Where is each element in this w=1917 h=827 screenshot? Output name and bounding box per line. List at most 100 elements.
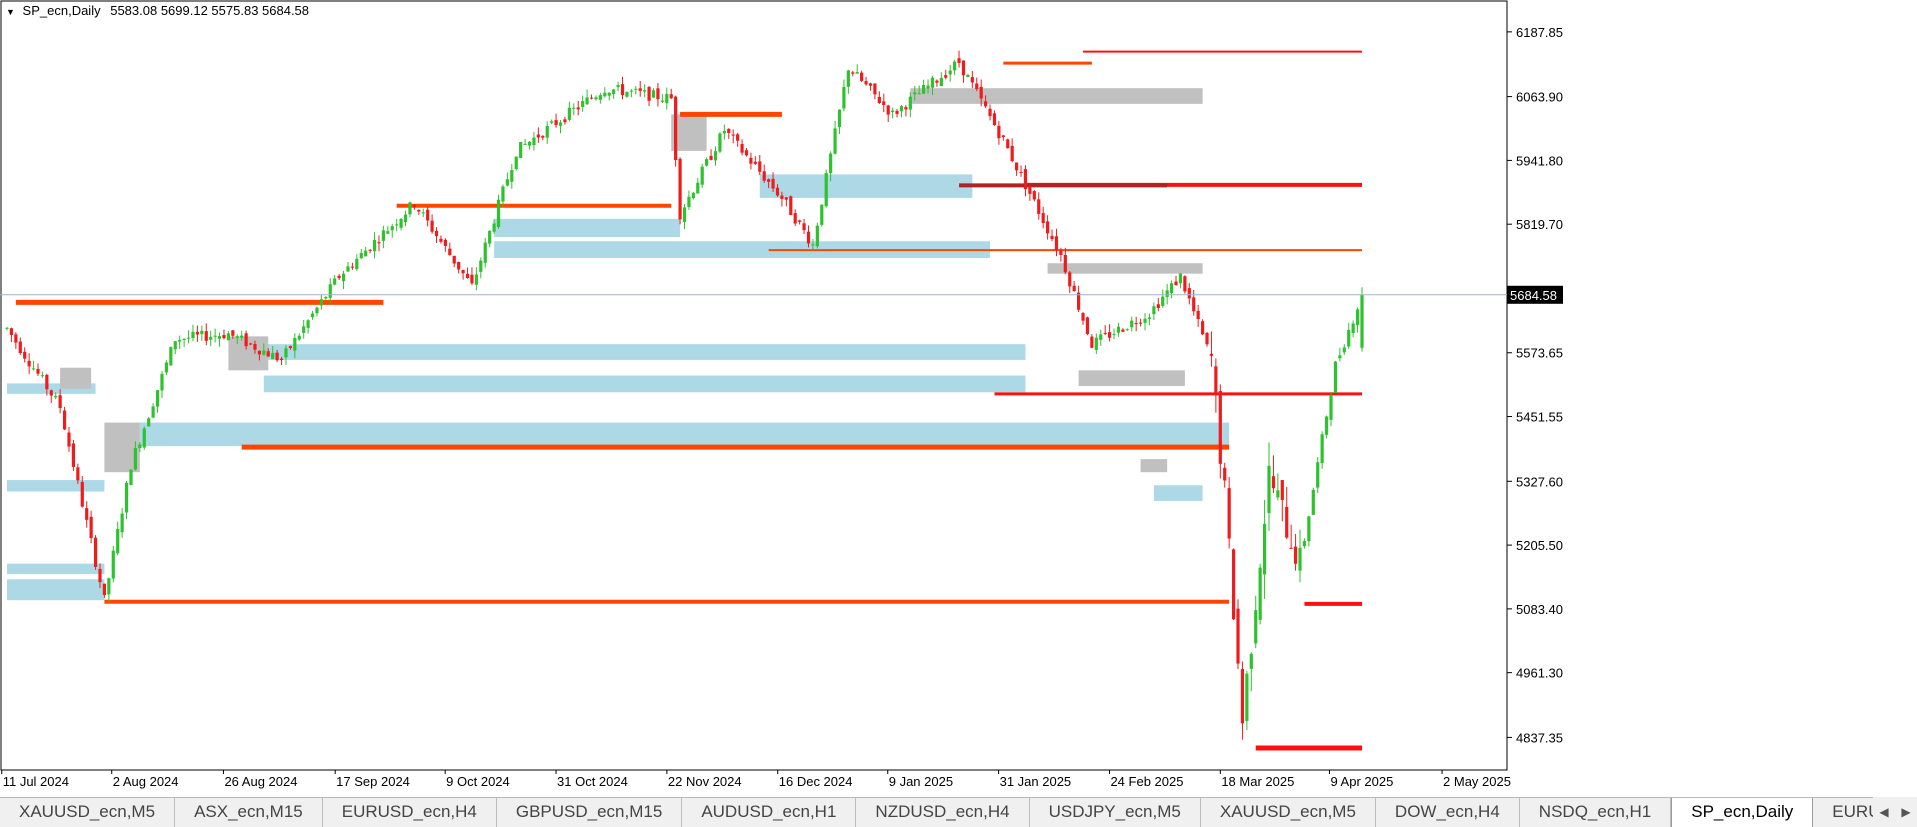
candle-body: [527, 141, 532, 146]
candle-body: [1046, 221, 1050, 234]
candle: [173, 340, 177, 355]
chart-tab[interactable]: DOW_ecn,H4: [1376, 798, 1520, 827]
candle-body: [939, 77, 943, 87]
scroll-right-icon[interactable]: ▶: [1901, 804, 1911, 819]
candle-body: [390, 226, 394, 231]
candle: [1347, 322, 1351, 349]
chart-tab[interactable]: USDJPY_ecn,M5: [1030, 798, 1201, 827]
candle-body: [1063, 254, 1067, 273]
candle-body: [1360, 294, 1364, 348]
candle: [886, 104, 890, 123]
candle: [1245, 670, 1249, 730]
candle-body: [656, 88, 660, 100]
candle-body: [240, 335, 244, 338]
candle: [49, 389, 53, 404]
x-tick-label: 9 Jan 2025: [889, 774, 953, 789]
candle: [780, 191, 784, 207]
candle: [846, 69, 850, 94]
chart-tab[interactable]: SP_ecn,Daily: [1671, 798, 1814, 827]
candle-body: [1324, 416, 1329, 435]
chart-tab[interactable]: ASX_ecn,M15: [175, 798, 323, 827]
candle: [895, 109, 899, 118]
candle-body: [988, 108, 992, 117]
chart-tab[interactable]: NSDQ_ecn,H1: [1520, 798, 1672, 827]
candle: [443, 238, 447, 252]
chart-tab[interactable]: XAUUSD_ecn,M5: [0, 798, 176, 827]
candle-body: [1178, 273, 1183, 284]
candle: [355, 254, 359, 271]
candle-body: [1258, 567, 1262, 620]
candle: [1196, 304, 1200, 327]
candle: [244, 330, 248, 350]
candle: [155, 390, 160, 413]
candle-body: [860, 72, 864, 81]
candle: [1293, 533, 1298, 571]
candle: [483, 237, 487, 268]
candle-body: [293, 338, 297, 351]
candle: [1143, 313, 1147, 331]
chart-area[interactable]: 6187.85 6063.90 5941.80 5819.70 5573.65 5451.…: [0, 0, 1917, 797]
candle: [829, 151, 833, 182]
candle: [1342, 344, 1346, 355]
candle: [297, 333, 301, 341]
zone-blue-5430: [139, 422, 1230, 447]
candle: [120, 507, 124, 538]
candle-body: [5, 327, 9, 329]
candlestick-chart[interactable]: 6187.85 6063.90 5941.80 5819.70 5573.65 5451.…: [0, 0, 1917, 797]
chart-tab[interactable]: GBPUSD_ecn,M15: [497, 798, 683, 827]
candle-body: [1249, 653, 1253, 669]
candle: [315, 306, 319, 317]
candle: [970, 71, 974, 89]
candle-body: [1209, 353, 1214, 356]
candle-body: [302, 326, 306, 333]
candle: [682, 203, 687, 230]
candle: [1351, 320, 1355, 338]
candle-body: [1121, 329, 1125, 332]
candle: [1054, 228, 1059, 257]
candle-body: [1329, 395, 1333, 420]
candle-body: [545, 125, 549, 138]
candle: [674, 95, 678, 167]
candle-body: [403, 214, 408, 223]
candle: [293, 333, 297, 359]
candle-body: [687, 196, 691, 208]
candle-body: [395, 224, 399, 226]
chart-tab[interactable]: NZDUSD_ecn,H4: [856, 798, 1030, 827]
candle: [58, 389, 62, 414]
candle-body: [550, 121, 554, 123]
candle-body: [1205, 332, 1209, 345]
candle: [961, 60, 966, 83]
candle: [1249, 652, 1253, 692]
candle-body: [417, 209, 421, 212]
collapse-arrow-icon[interactable]: ▼: [6, 7, 15, 17]
candle: [36, 363, 40, 376]
candle: [1072, 281, 1076, 292]
candle: [271, 346, 275, 360]
candle: [948, 64, 952, 82]
candle-body: [589, 97, 594, 99]
candle-body: [1293, 546, 1298, 564]
candle: [1037, 192, 1041, 220]
candle: [935, 79, 939, 87]
candle-body: [558, 122, 563, 126]
scroll-left-icon[interactable]: ◀: [1879, 804, 1889, 819]
zone-gray-5355: [1140, 459, 1168, 473]
candle: [226, 330, 231, 341]
chart-tab[interactable]: EURUSD_ecn,H4: [323, 798, 497, 827]
chart-tab[interactable]: AUDUSD_ecn,H1: [682, 798, 857, 827]
candle: [1187, 283, 1191, 305]
candle: [837, 109, 842, 135]
candle: [147, 417, 151, 427]
candle-body: [798, 220, 802, 222]
candle-body: [222, 335, 226, 339]
zone-blue-5165: [7, 563, 105, 575]
candle: [14, 332, 18, 349]
chart-tab[interactable]: XAUUSD_ecn,M5: [1201, 798, 1376, 827]
candle: [262, 343, 266, 356]
candle: [1231, 548, 1236, 621]
candle: [1006, 138, 1010, 149]
candle: [248, 342, 253, 346]
candle: [744, 147, 749, 157]
candle-body: [851, 72, 855, 74]
candle: [257, 350, 262, 361]
